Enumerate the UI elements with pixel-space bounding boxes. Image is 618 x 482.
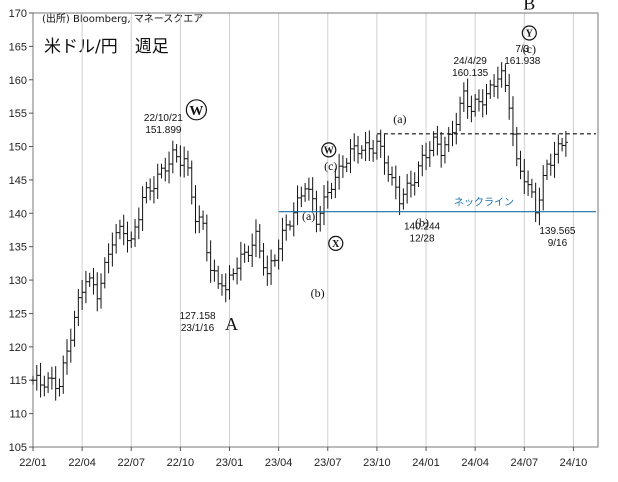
source-label: (出所) Bloomberg, マネースクエア [42,12,203,25]
label-b_big: B [523,0,535,14]
annotation-peak_2210: 22/10/21 [144,113,183,124]
annotation-low_2409: 9/16 [548,238,568,249]
y-tick-label: 110 [9,409,27,421]
y-tick-label: 170 [9,8,27,20]
label-c2: (c) [523,42,536,56]
y-tick-label: 150 [9,142,27,154]
y-tick-label: 160 [9,75,27,87]
y-tick-label: 120 [9,342,27,354]
x-tick-label: 23/07 [314,457,342,469]
wave-label-w_small: W [324,145,334,156]
annotation-high_2404: 160.135 [452,68,489,79]
reference-lines: ネックライン [278,133,596,213]
annotation-high_2407: 7/3 [515,44,529,55]
grid [32,13,574,447]
y-tick-label: 140 [9,208,27,220]
chart-title: 米ドル/円 週足 [44,37,169,57]
x-tick-label: 24/04 [461,457,489,469]
y-tick-label: 155 [9,108,27,120]
annotation-low_2301: 127.158 [179,311,216,322]
wave-circle-y_small [521,25,537,41]
x-tick-label: 24/07 [511,457,539,469]
x-tick-label: 23/10 [363,457,391,469]
x-tick-label: 22/01 [19,457,47,469]
annotation-high_2404: 24/4/29 [453,56,487,67]
x-tick-label: 22/10 [167,457,195,469]
y-tick-label: 145 [9,175,27,187]
annotation-high_2407: 161.938 [504,56,541,67]
annotation-peak_2210: 151.899 [145,125,182,136]
annotation-low_2409: 139.565 [539,226,576,237]
neckline-label: ネックライン [454,197,514,209]
wave-circle-w_small [321,142,337,158]
x-tick-label: 24/10 [560,457,588,469]
x-tick-label: 23/01 [216,457,244,469]
y-tick-label: 165 [9,41,27,53]
y-tick-label: 105 [9,442,27,454]
wave-label-w_label: W [189,104,203,119]
x-tick-label: 22/07 [117,457,145,469]
label-a1: (a) [302,209,315,223]
x-tick-label: 22/04 [68,457,96,469]
annotation-low_2312: 12/28 [410,234,435,245]
y-tick-label: 115 [9,375,27,387]
wave-circle-w_label [185,99,207,121]
annotation-low_2312: 140.244 [404,222,441,233]
wave-circle-x_small [328,235,344,251]
label-b2: (b) [415,216,429,230]
label-a_big: A [225,314,238,334]
axes: 105 110 115 120 125 130 135 140 145 150 155 160 165 1… [9,8,599,469]
x-tick-label: 23/04 [265,457,293,469]
wave-label-x_small: X [332,239,340,250]
label-c1: (c) [324,159,337,173]
y-tick-label: 130 [9,275,27,287]
wave-label-y_small: Y [526,29,534,40]
annotation-low_2301: 23/1/16 [181,323,215,334]
price-bars [31,62,568,401]
x-tick-label: 24/01 [412,457,440,469]
y-tick-label: 135 [9,242,27,254]
plot-frame [32,12,599,448]
label-b1: (b) [311,286,325,300]
y-tick-label: 125 [9,308,27,320]
label-a2: (a) [393,112,406,126]
